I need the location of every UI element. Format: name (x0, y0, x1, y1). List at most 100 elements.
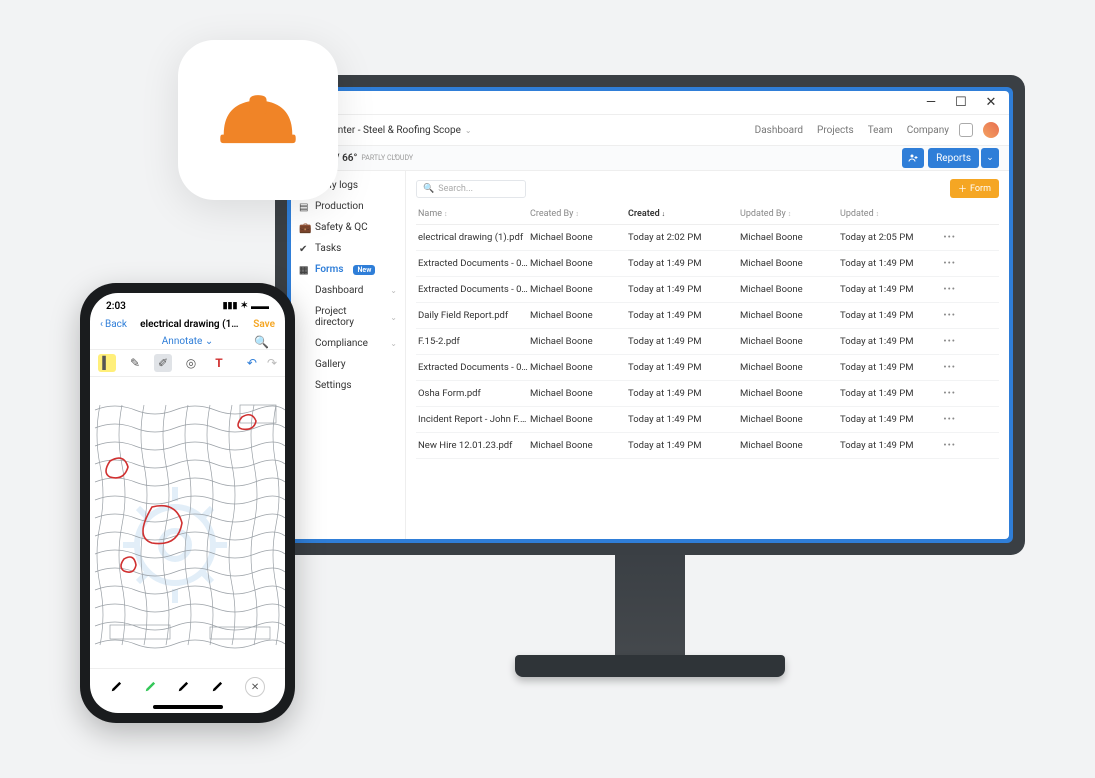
cell-updated: Today at 1:49 PM (840, 362, 938, 373)
phone-back-button[interactable]: ‹ Back (100, 319, 127, 330)
tool-pen[interactable]: ✎ (126, 354, 144, 372)
sidebar-item-project-dir[interactable]: Project directory⌄ (291, 301, 405, 333)
tool-redo[interactable]: ↷ (267, 356, 277, 370)
add-user-button[interactable] (902, 148, 924, 168)
cell-name: Osha Form.pdf (418, 388, 530, 399)
tool-highlight[interactable]: ▍ (98, 354, 116, 372)
phone-drawing-canvas[interactable] (90, 377, 285, 668)
row-menu-button[interactable]: ••• (938, 414, 956, 425)
blank-icon (299, 381, 309, 391)
col-updated-by[interactable]: Updated By↕ (740, 209, 840, 219)
pen-color-2[interactable] (144, 678, 158, 697)
blank-icon (299, 360, 309, 370)
row-menu-button[interactable]: ••• (938, 310, 956, 321)
sidebar-item-safety-qc[interactable]: 💼Safety & QC (291, 217, 405, 238)
cell-name: F.15-2.pdf (418, 336, 530, 347)
avatar[interactable] (983, 122, 999, 138)
table-row[interactable]: Extracted Documents - 01.pdfMichael Boon… (416, 251, 999, 277)
row-menu-button[interactable]: ••• (938, 232, 956, 243)
phone-home-indicator[interactable] (153, 705, 223, 709)
annotate-mode-button[interactable]: Annotate ⌄ (162, 336, 213, 347)
window-close-button[interactable]: ✕ (985, 97, 997, 109)
cell-updated-by: Michael Boone (740, 232, 840, 243)
cell-created: Today at 1:49 PM (628, 388, 740, 399)
pen-color-3[interactable] (177, 678, 191, 697)
reports-button[interactable]: Reports (928, 148, 979, 168)
row-menu-button[interactable]: ••• (938, 388, 956, 399)
status-icons: ▮▮▮ ✶ ▬▬ (223, 301, 269, 312)
cell-created-by: Michael Boone (530, 336, 628, 347)
row-menu-button[interactable]: ••• (938, 336, 956, 347)
cell-updated-by: Michael Boone (740, 284, 840, 295)
top-nav: Dashboard Projects Team Company (755, 125, 949, 136)
table-row[interactable]: F.15-2.pdfMichael BooneToday at 1:49 PMM… (416, 329, 999, 355)
cell-updated-by: Michael Boone (740, 388, 840, 399)
sidebar-collapse-button[interactable]: ‹ (394, 151, 406, 163)
cell-updated: Today at 1:49 PM (840, 258, 938, 269)
sidebar-item-dashboard[interactable]: Dashboard⌄ (291, 280, 405, 301)
phone-palette-close[interactable]: ✕ (245, 677, 265, 697)
cell-created-by: Michael Boone (530, 362, 628, 373)
cell-updated-by: Michael Boone (740, 310, 840, 321)
col-name[interactable]: Name↕ (418, 209, 530, 219)
wifi-icon: ✶ (240, 301, 248, 311)
cell-created-by: Michael Boone (530, 232, 628, 243)
sidebar-item-tasks[interactable]: ✔Tasks (291, 238, 405, 259)
nav-team[interactable]: Team (868, 125, 893, 136)
table-row[interactable]: Osha Form.pdf Michael BooneToday at 1:49 … (416, 381, 999, 407)
table-row[interactable]: Daily Field Report.pdfMichael BooneToday… (416, 303, 999, 329)
sidebar-item-settings[interactable]: Settings (291, 375, 405, 396)
row-menu-button[interactable]: ••• (938, 362, 956, 373)
table-row[interactable]: electrical drawing (1).pdfMichael BooneT… (416, 225, 999, 251)
tool-shape[interactable]: ◎ (182, 354, 200, 372)
forms-panel: 🔍 Search... ＋ Form Name↕ Created By↕ Cre… (406, 171, 1009, 539)
row-menu-button[interactable]: ••• (938, 440, 956, 451)
chevron-down-icon: ⌄ (390, 286, 397, 295)
nav-dashboard[interactable]: Dashboard (755, 125, 803, 136)
sidebar-item-gallery[interactable]: Gallery (291, 354, 405, 375)
signal-icon: ▮▮▮ (223, 301, 238, 311)
cell-updated-by: Michael Boone (740, 440, 840, 451)
search-input[interactable]: 🔍 Search... (416, 180, 526, 198)
chat-icon[interactable] (959, 123, 973, 137)
cell-created-by: Michael Boone (530, 310, 628, 321)
tool-undo[interactable]: ↶ (247, 356, 257, 370)
phone-frame: 2:03 ▮▮▮ ✶ ▬▬ ‹ Back electrical drawing … (80, 283, 295, 723)
cell-name: New Hire 12.01.23.pdf (418, 440, 530, 451)
tool-text[interactable]: T (210, 354, 228, 372)
sidebar-item-forms[interactable]: ▦FormsNew (291, 259, 405, 280)
col-created[interactable]: Created↓ (628, 209, 740, 219)
col-updated[interactable]: Updated↕ (840, 209, 938, 219)
sidebar-item-label: Production (315, 201, 364, 212)
table-row[interactable]: Incident Report - John F.pdfMichael Boon… (416, 407, 999, 433)
sidebar-item-compliance[interactable]: Compliance⌄ (291, 333, 405, 354)
cell-created-by: Michael Boone (530, 440, 628, 451)
table-row[interactable]: Extracted Documents - 03.pdfMichael Boon… (416, 355, 999, 381)
table-row[interactable]: New Hire 12.01.23.pdfMichael BooneToday … (416, 433, 999, 459)
pen-color-1[interactable] (110, 678, 124, 697)
sidebar-item-label: Safety & QC (315, 222, 368, 233)
chevron-down-icon: ⌄ (390, 313, 397, 322)
cell-name: Incident Report - John F.pdf (418, 414, 530, 425)
annotate-label: Annotate (162, 336, 203, 347)
row-menu-button[interactable]: ••• (938, 284, 956, 295)
nav-projects[interactable]: Projects (817, 125, 854, 136)
phone-save-button[interactable]: Save (253, 319, 275, 330)
nav-company[interactable]: Company (907, 125, 949, 136)
reports-dropdown-button[interactable]: ⌄ (981, 148, 999, 168)
cell-updated-by: Michael Boone (740, 362, 840, 373)
cell-updated: Today at 1:49 PM (840, 284, 938, 295)
window-minimize-button[interactable]: — (925, 97, 937, 109)
hardhat-icon (215, 90, 301, 150)
table-row[interactable]: Extracted Documents - 02.pdfMichael Boon… (416, 277, 999, 303)
cell-created: Today at 1:49 PM (628, 362, 740, 373)
new-form-button[interactable]: ＋ Form (950, 179, 999, 198)
pen-color-4[interactable] (211, 678, 225, 697)
tool-eraser[interactable]: ✐ (154, 354, 172, 372)
cell-name: Extracted Documents - 03.pdf (418, 362, 530, 373)
plus-icon: ＋ (958, 182, 967, 195)
row-menu-button[interactable]: ••• (938, 258, 956, 269)
phone-search-button[interactable]: 🔍 (254, 335, 269, 349)
col-created-by[interactable]: Created By↕ (530, 209, 628, 219)
window-maximize-button[interactable]: ☐ (955, 97, 967, 109)
